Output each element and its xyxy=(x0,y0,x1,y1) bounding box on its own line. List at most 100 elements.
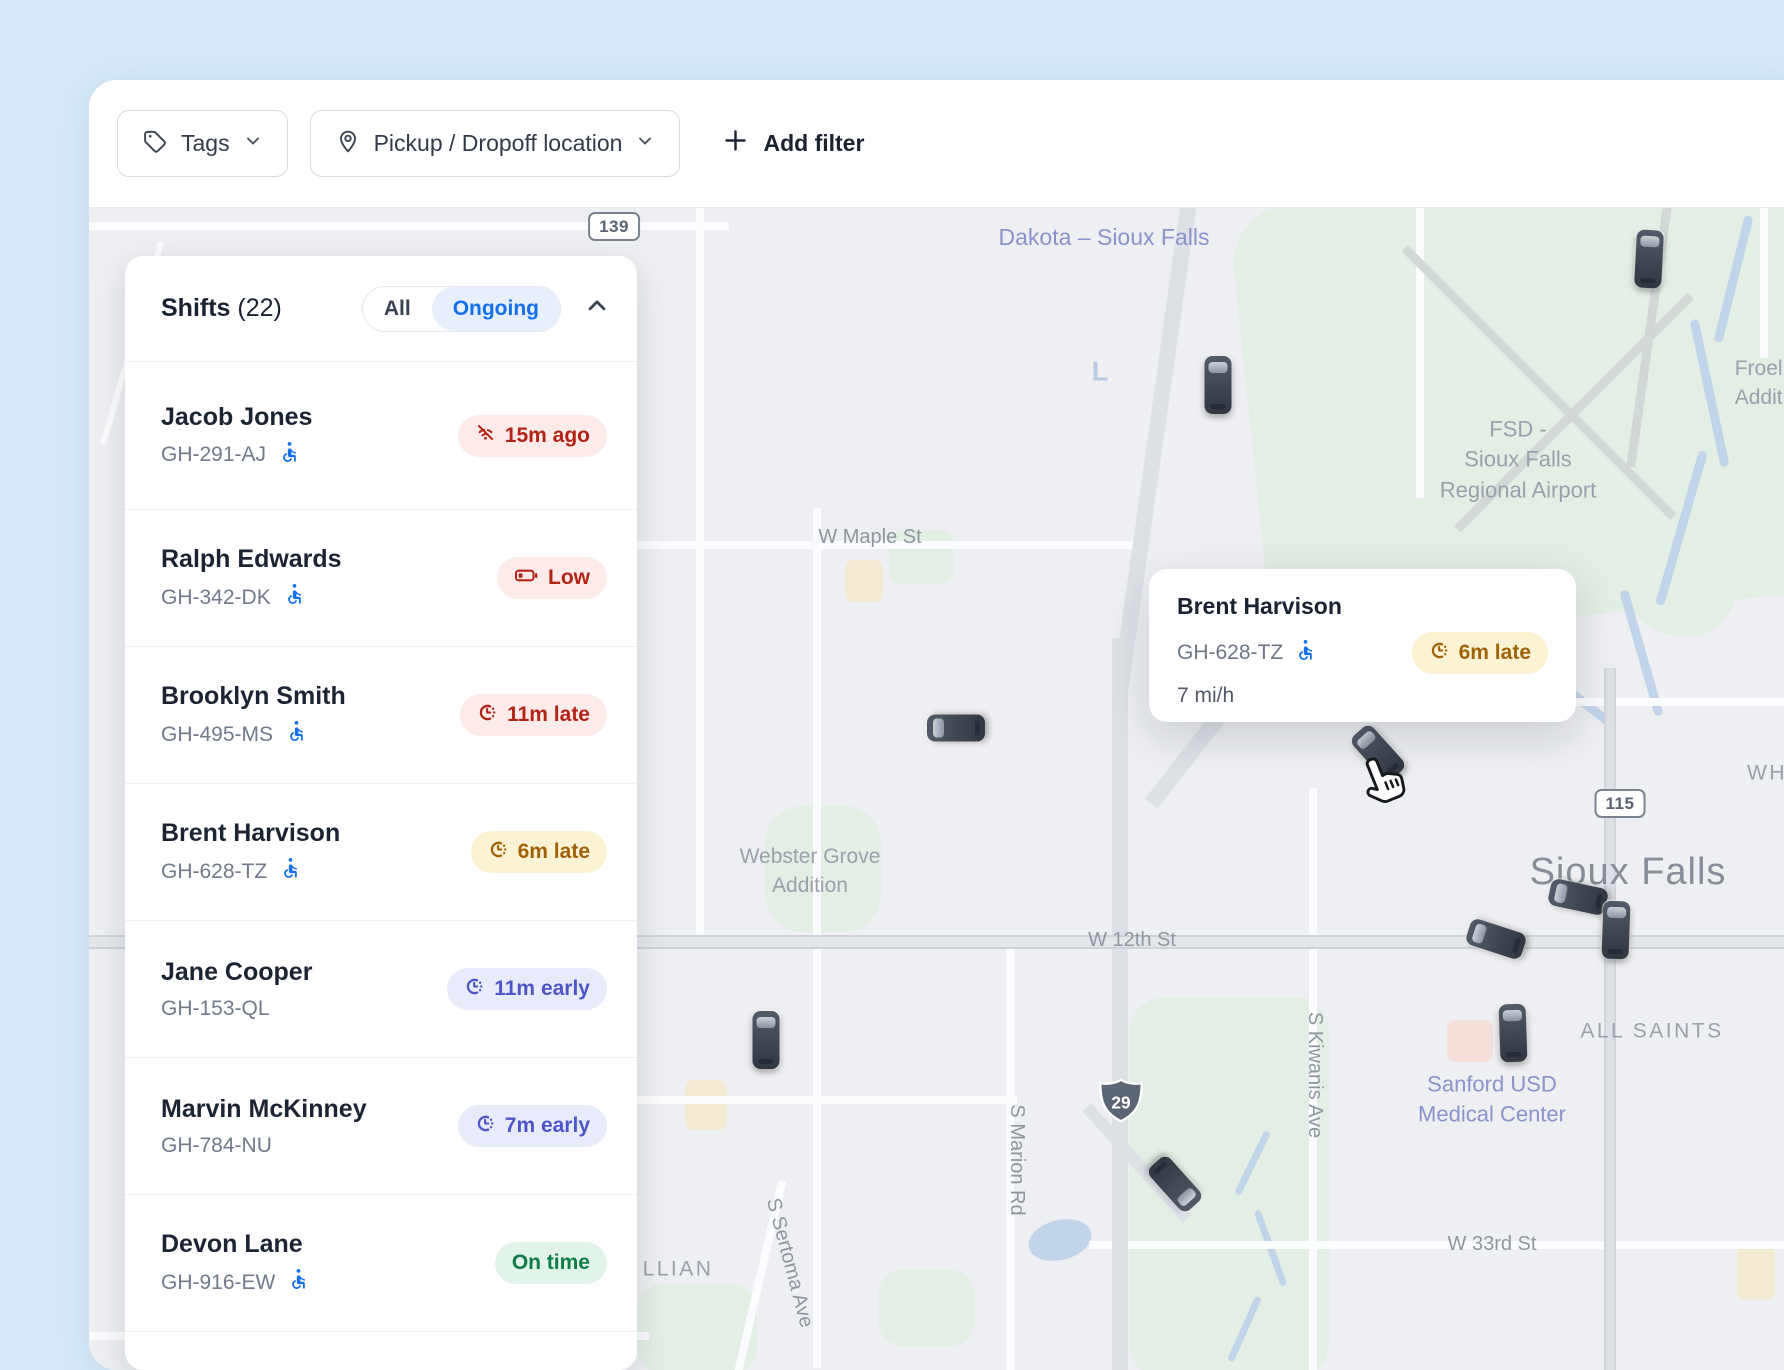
pond xyxy=(1024,1212,1096,1268)
road xyxy=(1416,208,1424,498)
popup-speed: 7 mi/h xyxy=(1177,684,1235,707)
vehicle-id: GH-153-QL xyxy=(161,996,270,1020)
driver-name: Jacob Jones xyxy=(161,402,313,431)
status-badge: 7m early xyxy=(457,1105,607,1147)
map-label: ALL SAINTS xyxy=(1580,1019,1724,1043)
driver-name: Jane Cooper xyxy=(161,957,313,986)
route-shield-115: 115 xyxy=(1594,789,1646,818)
tag-icon xyxy=(142,128,168,160)
hospital-patch xyxy=(1447,1020,1493,1062)
clock-icon xyxy=(464,976,485,1003)
battery-low-icon xyxy=(514,565,539,592)
shifts-panel: Shifts (22) All Ongoing Jacob Jones GH-29… xyxy=(125,256,637,1370)
status-badge: 11m early xyxy=(447,968,607,1010)
map-label: LLIAN xyxy=(642,1257,714,1281)
shift-info: Brent Harvison GH-628-TZ xyxy=(161,819,340,885)
filter-bar: Tags Pickup / Dropoff location Add filte… xyxy=(89,80,1784,208)
map-label: FSD - Sioux Falls Regional Airport xyxy=(1439,416,1597,503)
shift-info: Brooklyn Smith GH-495-MS xyxy=(161,682,346,748)
status-badge: Low xyxy=(497,557,607,599)
status-badge: 11m late xyxy=(460,694,607,736)
map-label: W 12th St xyxy=(1088,929,1176,952)
collapse-panel-button[interactable] xyxy=(583,292,611,325)
tan-patch xyxy=(685,1080,727,1130)
svg-text:29: 29 xyxy=(1111,1093,1130,1113)
driver-name: Brooklyn Smith xyxy=(161,682,346,710)
tags-filter-label: Tags xyxy=(181,130,230,156)
shift-info: Jacob Jones GH-291-AJ xyxy=(161,403,312,469)
vehicle-id: GH-628-TZ xyxy=(161,859,268,883)
shift-list: Jacob Jones GH-291-AJ 15m ago Ralph Edwa… xyxy=(125,362,637,1332)
popup-vehicle-id: GH-628-TZ xyxy=(1177,641,1284,664)
shift-row[interactable]: Jacob Jones GH-291-AJ 15m ago xyxy=(125,362,637,510)
shifts-panel-header: Shifts (22) All Ongoing xyxy=(125,256,637,362)
map-label: W Maple St xyxy=(818,526,922,549)
vehicle-marker[interactable] xyxy=(1204,356,1232,414)
minnesota-ave-road xyxy=(1604,668,1616,1370)
driver-name: Ralph Edwards xyxy=(161,545,342,573)
map-label: WH xyxy=(1747,761,1784,785)
vehicle-marker[interactable] xyxy=(752,1011,780,1069)
clock-icon xyxy=(475,1113,496,1140)
tan-patch xyxy=(1737,1246,1775,1300)
cursor-pointer-icon xyxy=(1355,748,1421,819)
popup-driver-name: Brent Harvison xyxy=(1177,593,1342,619)
shift-row[interactable]: Marvin McKinney GH-784-NU 7m early xyxy=(125,1058,637,1195)
map-label: Froeli Additi xyxy=(1734,357,1784,409)
shift-row[interactable]: Brooklyn Smith GH-495-MS 11m late xyxy=(125,647,637,784)
clock-icon xyxy=(477,702,498,729)
vehicle-marker[interactable] xyxy=(927,714,985,742)
tab-all[interactable]: All xyxy=(383,296,411,320)
green-patch xyxy=(879,1270,975,1346)
map-label: W 33rd St xyxy=(1447,1233,1537,1256)
vehicle-marker[interactable] xyxy=(1634,229,1664,289)
chevron-down-icon xyxy=(635,130,655,157)
vehicle-id: GH-916-EW xyxy=(161,1270,276,1294)
plus-icon xyxy=(722,127,749,160)
add-filter-button[interactable]: Add filter xyxy=(722,127,864,160)
vehicle-marker[interactable] xyxy=(1498,1003,1528,1063)
vehicle-id: GH-291-AJ xyxy=(161,443,267,466)
map-label: L xyxy=(1091,356,1109,387)
road xyxy=(696,208,704,942)
wheelchair-icon xyxy=(288,1269,309,1296)
location-pin-icon xyxy=(335,128,361,160)
pickup-dropoff-filter-button[interactable]: Pickup / Dropoff location xyxy=(309,110,681,177)
vehicle-marker[interactable] xyxy=(1464,917,1528,961)
wheelchair-icon xyxy=(280,858,301,885)
tags-filter-button[interactable]: Tags xyxy=(117,110,288,177)
road xyxy=(1006,942,1014,1370)
shift-info: Marvin McKinney GH-784-NU xyxy=(161,1095,367,1158)
pickup-dropoff-filter-label: Pickup / Dropoff location xyxy=(373,130,623,156)
status-badge: On time xyxy=(494,1242,607,1284)
shift-info: Ralph Edwards GH-342-DK xyxy=(161,545,342,611)
app-window: Tags Pickup / Dropoff location Add filte… xyxy=(89,80,1784,1370)
vehicle-marker[interactable] xyxy=(1601,900,1631,960)
status-badge: 6m late xyxy=(470,831,607,873)
road xyxy=(1309,788,1317,1370)
shift-row[interactable]: Ralph Edwards GH-342-DK Low xyxy=(125,510,637,647)
shift-row[interactable]: Devon Lane GH-916-EW On time xyxy=(125,1195,637,1332)
shift-row[interactable]: Brent Harvison GH-628-TZ 6m late xyxy=(125,784,637,921)
wheelchair-icon xyxy=(1295,639,1316,667)
driver-name: Brent Harvison xyxy=(161,819,341,847)
road xyxy=(1760,208,1768,358)
webster-green-patch xyxy=(765,806,881,932)
wheelchair-icon xyxy=(279,441,300,469)
clock-icon xyxy=(488,839,509,866)
wheelchair-icon xyxy=(286,721,307,748)
vehicle-id: GH-495-MS xyxy=(161,722,274,746)
chevron-down-icon xyxy=(243,130,263,157)
shift-row[interactable]: Jane Cooper GH-153-QL 11m early xyxy=(125,921,637,1058)
wheelchair-icon xyxy=(284,584,305,611)
vehicle-popup[interactable]: Brent Harvison GH-628-TZ 6m late 7 mi/h xyxy=(1149,569,1576,722)
wifi-off-icon xyxy=(475,422,496,449)
clock-icon xyxy=(1429,640,1450,667)
route-shield-139: 139 xyxy=(588,212,640,241)
green-patch xyxy=(889,530,953,584)
vehicle-id: GH-784-NU xyxy=(161,1133,272,1157)
shifts-filter-tabs: All Ongoing xyxy=(361,285,561,332)
driver-name: Devon Lane xyxy=(161,1230,303,1258)
map-label: S Sertoma Ave xyxy=(761,1195,818,1330)
tab-ongoing[interactable]: Ongoing xyxy=(431,286,560,331)
